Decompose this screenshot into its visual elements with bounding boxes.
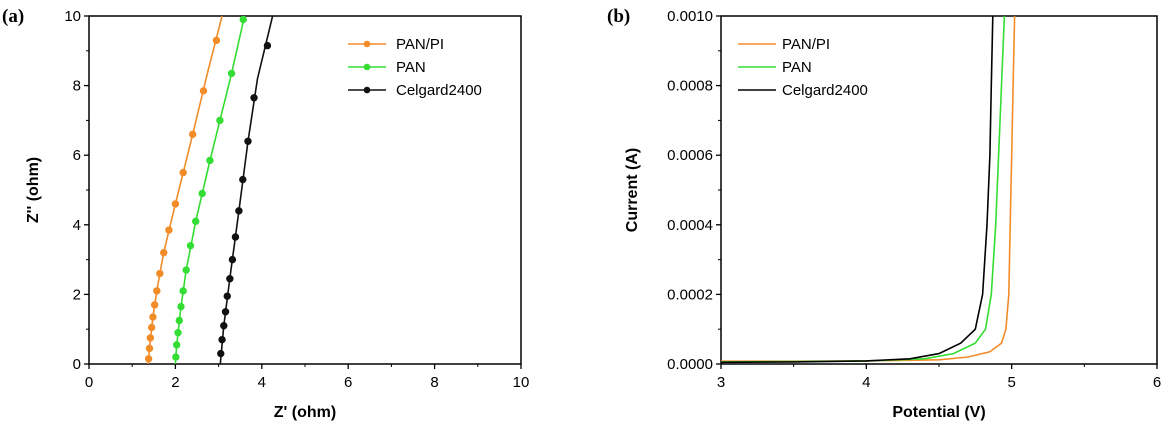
data-point bbox=[147, 323, 156, 332]
data-point bbox=[145, 344, 154, 353]
legend-label: PAN bbox=[782, 59, 812, 76]
data-point bbox=[182, 266, 190, 274]
x-tick-label: 4 bbox=[862, 374, 870, 391]
y-tick-label: 0.0008 bbox=[667, 78, 713, 95]
y-tick-label: 0.0006 bbox=[667, 147, 713, 164]
chart-panel-2: 3 4 5 6 0.0000 0.0002 0.0004 0.0006 0.0008 0.0010… bbox=[607, 6, 1161, 421]
data-point bbox=[263, 41, 272, 50]
y-tick-label: 6 bbox=[73, 147, 81, 164]
y-tick-label: 0.0002 bbox=[667, 286, 713, 303]
data-point bbox=[179, 287, 187, 295]
data-point bbox=[198, 189, 206, 198]
x-tick-label: 8 bbox=[430, 374, 438, 391]
chart-panel-1: 0 2 4 6 8 10 0 2 4 6 8 10 Z' (ohm) Z'' (ohm) (a) PAN/PI… bbox=[2, 6, 529, 421]
legend-label: PAN/PI bbox=[396, 36, 444, 53]
plot-area bbox=[144, 16, 274, 364]
data-point bbox=[177, 302, 185, 311]
data-point bbox=[192, 217, 200, 226]
data-point bbox=[186, 241, 195, 250]
y-tick-label: 2 bbox=[73, 286, 81, 303]
legend-label: Celgard2400 bbox=[782, 82, 868, 99]
legend-marker bbox=[363, 40, 371, 48]
plot-area bbox=[721, 16, 1016, 364]
data-point bbox=[160, 248, 168, 257]
data-point bbox=[235, 207, 243, 215]
data-point bbox=[179, 168, 187, 177]
data-point bbox=[174, 328, 182, 337]
data-point bbox=[188, 130, 197, 139]
data-point bbox=[239, 175, 247, 184]
data-point bbox=[165, 226, 173, 234]
data-point bbox=[221, 308, 230, 316]
y-axis-label: Z'' (ohm) bbox=[25, 157, 42, 223]
data-point bbox=[150, 301, 159, 309]
series-line-1 bbox=[147, 16, 223, 364]
x-tick-label: 0 bbox=[85, 374, 93, 391]
data-point bbox=[228, 255, 237, 264]
y-tick-label: 0.0004 bbox=[667, 217, 713, 234]
legend-label: Celgard2400 bbox=[396, 82, 482, 99]
x-tick-label: 4 bbox=[258, 374, 266, 391]
data-point bbox=[171, 200, 180, 208]
y-axis-label: Current (A) bbox=[624, 148, 641, 232]
data-point bbox=[218, 335, 226, 344]
legend-label: PAN/PI bbox=[782, 36, 830, 53]
x-tick-label: 5 bbox=[1007, 374, 1015, 391]
data-point bbox=[227, 69, 236, 78]
data-point bbox=[244, 137, 252, 145]
data-point bbox=[172, 341, 181, 349]
y-tick-label: 10 bbox=[64, 8, 81, 25]
data-point bbox=[217, 349, 225, 358]
legend-label: PAN bbox=[396, 59, 426, 76]
data-point bbox=[144, 355, 153, 363]
data-point bbox=[231, 233, 240, 241]
data-point bbox=[149, 313, 157, 321]
panel-label: (a) bbox=[2, 6, 24, 27]
data-point bbox=[250, 94, 258, 102]
x-tick-label: 6 bbox=[344, 374, 352, 391]
data-point bbox=[216, 116, 224, 125]
x-tick-label: 10 bbox=[513, 374, 530, 391]
data-point bbox=[199, 87, 208, 95]
series-line-3 bbox=[721, 16, 994, 364]
data-point bbox=[206, 156, 214, 165]
y-tick-label: 0.0010 bbox=[667, 8, 713, 25]
legend-marker bbox=[363, 86, 371, 94]
legend-marker bbox=[363, 63, 371, 71]
x-axis-label: Potential (V) bbox=[892, 404, 985, 421]
data-point bbox=[239, 16, 247, 24]
data-point bbox=[172, 353, 180, 361]
x-axis-label: Z' (ohm) bbox=[274, 404, 336, 421]
panel-label: (b) bbox=[607, 6, 630, 27]
data-point bbox=[156, 269, 164, 278]
x-tick-label: 2 bbox=[171, 374, 179, 391]
x-tick-label: 6 bbox=[1153, 374, 1161, 391]
data-point bbox=[226, 275, 234, 283]
data-point bbox=[153, 287, 161, 295]
data-point bbox=[175, 316, 183, 325]
legend: PAN/PI PAN Celgard2400 bbox=[738, 36, 868, 99]
data-point bbox=[220, 322, 228, 330]
data-point bbox=[146, 334, 155, 342]
y-tick-label: 8 bbox=[73, 78, 81, 95]
x-tick-label: 3 bbox=[717, 374, 725, 391]
series-line-2 bbox=[721, 16, 1006, 363]
series-line-2 bbox=[174, 16, 246, 364]
y-tick-label: 4 bbox=[73, 217, 81, 234]
data-point bbox=[212, 36, 221, 45]
data-point bbox=[223, 292, 231, 300]
y-tick-label: 0.0000 bbox=[667, 356, 713, 373]
y-tick-label: 0 bbox=[73, 356, 81, 373]
legend: PAN/PI PAN Celgard2400 bbox=[348, 36, 482, 99]
